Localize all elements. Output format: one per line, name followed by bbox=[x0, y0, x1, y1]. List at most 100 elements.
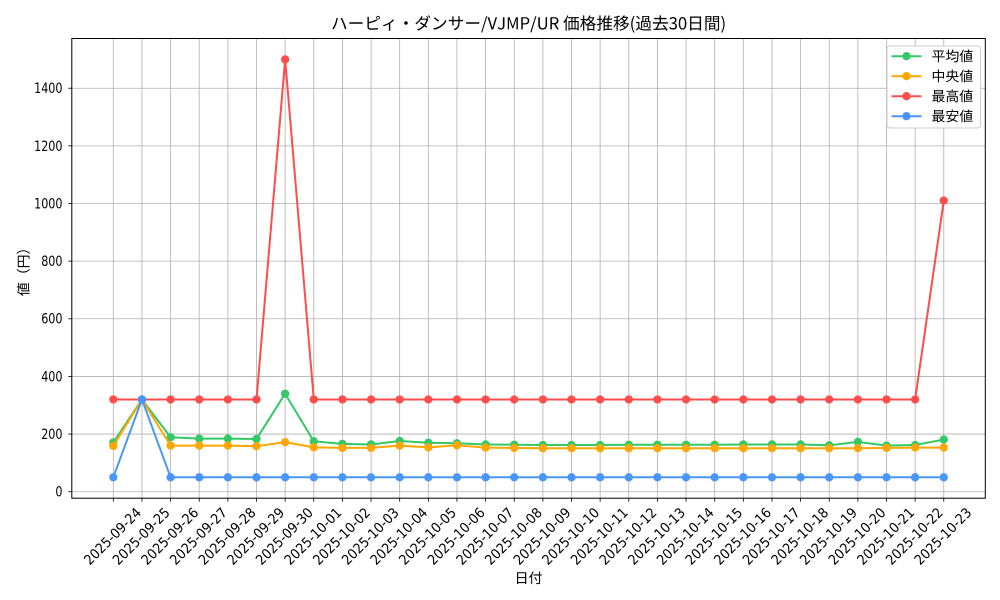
chart-title: ハーピィ・ダンサー/VJMP/UR 価格推移(過去30日間) bbox=[332, 15, 725, 33]
legend-item-median: 中央値 bbox=[891, 69, 973, 83]
series-marker-highest bbox=[710, 395, 719, 404]
series-marker-lowest bbox=[739, 473, 748, 482]
y-tick-label: 600 bbox=[41, 312, 62, 328]
legend-item-lowest: 最安値 bbox=[891, 109, 973, 123]
series-marker-highest bbox=[395, 395, 404, 404]
series-marker-lowest bbox=[338, 473, 347, 482]
series-marker-lowest bbox=[366, 473, 376, 482]
series-marker-lowest bbox=[510, 473, 519, 482]
series-marker-average bbox=[223, 434, 233, 443]
legend: 平均値 中央値 最高値 最安値 bbox=[886, 45, 981, 129]
series-marker-highest bbox=[481, 395, 490, 404]
y-tick-label: 200 bbox=[41, 427, 62, 443]
series-marker-average bbox=[309, 437, 318, 446]
series-marker-highest bbox=[567, 395, 576, 404]
series-marker-lowest bbox=[195, 473, 204, 482]
y-tick-label: 1400 bbox=[34, 81, 62, 97]
series-marker-highest bbox=[223, 395, 233, 404]
series-marker-median bbox=[939, 443, 948, 452]
series-marker-highest bbox=[595, 395, 605, 404]
series-marker-highest bbox=[939, 196, 948, 205]
series-marker-lowest bbox=[538, 473, 548, 482]
series-marker-highest bbox=[653, 395, 662, 404]
series-line-average bbox=[112, 392, 945, 447]
y-tick-label: 1200 bbox=[34, 139, 62, 155]
series-marker-lowest bbox=[681, 473, 691, 482]
series-marker-lowest bbox=[280, 473, 290, 482]
series-marker-median bbox=[739, 444, 748, 453]
series-marker-highest bbox=[796, 395, 805, 404]
chart-title-glyphs bbox=[332, 15, 725, 33]
series-marker-highest bbox=[424, 395, 433, 404]
legend-label-lowest-glyphs bbox=[932, 109, 973, 123]
series-marker-lowest bbox=[653, 473, 662, 482]
series-marker-lowest bbox=[424, 473, 433, 482]
series-marker-highest bbox=[882, 395, 891, 404]
series-marker-median bbox=[166, 441, 175, 450]
legend-label-average-glyphs bbox=[932, 49, 973, 63]
series-marker-highest bbox=[681, 395, 691, 404]
series-marker-highest bbox=[338, 395, 347, 404]
series-marker-median bbox=[252, 442, 261, 451]
series-marker-median bbox=[424, 443, 433, 452]
series-marker-average bbox=[280, 389, 290, 398]
series-marker-highest bbox=[166, 395, 175, 404]
series-line-lowest bbox=[112, 398, 945, 479]
series-marker-highest bbox=[853, 395, 863, 404]
series-marker-lowest bbox=[252, 473, 261, 482]
x-axis-title-glyphs bbox=[517, 571, 542, 585]
series-marker-highest bbox=[739, 395, 748, 404]
series-marker-highest bbox=[109, 395, 118, 404]
series-marker-lowest bbox=[137, 395, 147, 404]
series-marker-highest bbox=[510, 395, 519, 404]
series-marker-median bbox=[395, 441, 404, 450]
legend-marker-median bbox=[902, 72, 911, 81]
y-axis-title-glyphs bbox=[16, 250, 30, 296]
series-marker-lowest bbox=[710, 473, 719, 482]
series-marker-lowest bbox=[309, 473, 318, 482]
series-marker-median bbox=[223, 441, 233, 450]
series-marker-median bbox=[853, 444, 863, 453]
y-tick-label: 1000 bbox=[34, 196, 62, 212]
series-marker-lowest bbox=[910, 473, 920, 482]
y-tick-labels: 0 200 400 600 800 1000 1200 1400 bbox=[34, 81, 62, 500]
series-marker-lowest bbox=[624, 473, 633, 482]
series-marker-median bbox=[681, 444, 691, 453]
series-marker-median bbox=[481, 443, 490, 452]
series-line-highest bbox=[112, 58, 945, 401]
series-marker-lowest bbox=[109, 473, 118, 482]
legend-frame bbox=[886, 45, 981, 129]
legend-item-average: 平均値 bbox=[891, 49, 973, 63]
series-marker-highest bbox=[366, 395, 376, 404]
legend-item-highest: 最高値 bbox=[891, 89, 973, 103]
legend-marker-average bbox=[902, 52, 911, 61]
series-line-median bbox=[112, 398, 945, 450]
y-tick-label: 400 bbox=[41, 369, 62, 385]
series-marker-median bbox=[710, 444, 719, 453]
series-marker-lowest bbox=[481, 473, 490, 482]
series-marker-lowest bbox=[166, 473, 175, 482]
series-marker-median bbox=[109, 441, 118, 451]
legend-label-median-glyphs bbox=[932, 69, 973, 83]
series-marker-lowest bbox=[767, 473, 777, 482]
series-marker-median bbox=[825, 444, 834, 453]
axis-ticks bbox=[68, 87, 945, 502]
series-marker-lowest bbox=[395, 473, 404, 482]
y-tick-label: 800 bbox=[41, 254, 62, 270]
series-marker-average bbox=[853, 437, 863, 446]
series-marker-lowest bbox=[567, 473, 576, 482]
series-marker-average bbox=[195, 434, 204, 443]
axes-frame bbox=[71, 38, 986, 499]
series-marker-median bbox=[910, 443, 920, 452]
grid-lines bbox=[71, 38, 986, 499]
legend-marker-lowest bbox=[902, 112, 911, 121]
series-marker-highest bbox=[624, 395, 633, 404]
y-axis-title: 値（円） bbox=[16, 250, 30, 296]
series-marker-lowest bbox=[825, 473, 834, 482]
series-marker-average bbox=[939, 435, 948, 444]
series-marker-lowest bbox=[853, 473, 863, 482]
series-marker-lowest bbox=[939, 473, 948, 482]
series-marker-median bbox=[653, 444, 662, 453]
series-marker-median bbox=[796, 444, 805, 453]
